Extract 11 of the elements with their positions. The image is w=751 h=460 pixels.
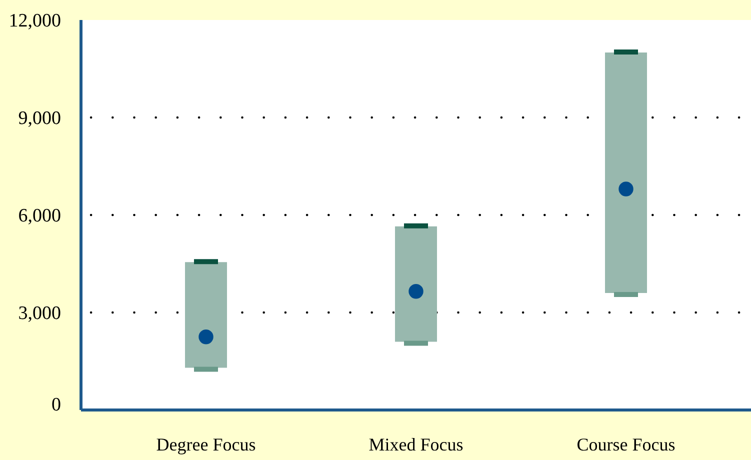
point [198,330,214,344]
y-tick-label: 6,000 [18,206,61,227]
x-tick-label: Course Focus [576,434,676,454]
x-tick-label: Degree Focus [156,434,256,454]
x-tick-label: Mixed Focus [368,434,464,454]
y-tick-label: 12,000 [8,10,61,32]
y-tick-label: 0 [52,394,61,416]
point [618,182,634,196]
y-tick-label: 3,000 [18,303,61,324]
y-tick-label: 9,000 [18,108,61,130]
point [408,284,424,299]
